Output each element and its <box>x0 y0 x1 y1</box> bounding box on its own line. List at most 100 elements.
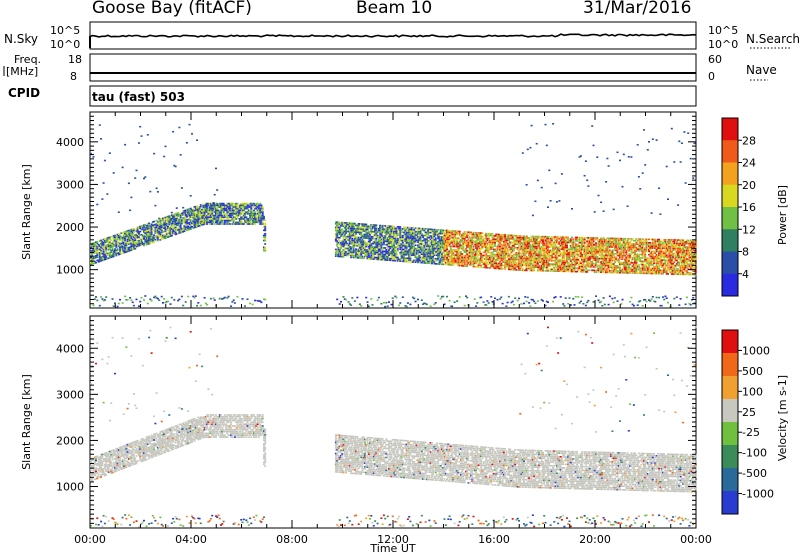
data-cell <box>485 241 488 243</box>
data-cell <box>501 256 504 258</box>
data-cell <box>350 242 353 245</box>
data-cell <box>179 154 182 156</box>
data-cell <box>485 263 488 265</box>
data-cell <box>120 244 123 246</box>
data-cell <box>184 219 187 222</box>
data-cell <box>135 237 138 239</box>
data-cell <box>463 265 466 267</box>
data-cell <box>121 240 124 243</box>
data-cell <box>120 237 123 240</box>
data-cell <box>404 257 407 259</box>
data-cell <box>567 248 570 251</box>
data-cell <box>559 241 562 243</box>
data-cell <box>252 219 255 222</box>
data-cell <box>337 236 340 239</box>
data-cell <box>595 295 597 297</box>
data-cell <box>361 245 364 248</box>
data-cell <box>576 238 579 241</box>
data-cell <box>367 246 370 248</box>
data-cell <box>154 227 157 229</box>
data-cell <box>343 240 346 243</box>
data-cell <box>581 245 584 247</box>
freq-label: Freq. <box>14 53 42 66</box>
data-cell <box>518 240 520 242</box>
data-cell <box>221 207 224 210</box>
data-cell <box>518 236 520 239</box>
data-cell <box>543 259 546 262</box>
data-cell <box>501 244 504 246</box>
data-cell <box>375 231 378 233</box>
data-cell <box>231 219 234 222</box>
data-cell <box>115 249 118 252</box>
data-cell <box>490 263 493 266</box>
data-cell <box>228 206 231 208</box>
data-cell <box>235 206 238 208</box>
data-cell <box>573 248 576 251</box>
data-cell <box>199 212 202 215</box>
data-cell <box>557 266 560 269</box>
data-cell <box>413 259 416 262</box>
data-cell <box>366 252 369 255</box>
data-cell <box>398 226 401 228</box>
data-cell <box>471 241 474 244</box>
data-cell <box>524 247 527 249</box>
data-cell <box>140 238 143 241</box>
data-cell <box>162 236 164 238</box>
data-cell <box>233 211 236 213</box>
data-cell <box>174 223 177 225</box>
data-cell <box>579 236 582 239</box>
data-cell <box>408 233 411 236</box>
data-cell <box>511 236 514 238</box>
data-cell <box>569 248 572 251</box>
data-cell <box>437 241 440 243</box>
data-cell <box>507 236 510 238</box>
data-cell <box>500 262 503 265</box>
data-cell <box>467 258 470 261</box>
data-cell <box>428 231 431 234</box>
data-cell <box>159 220 162 222</box>
data-cell <box>411 296 414 299</box>
data-cell <box>143 236 145 238</box>
data-cell <box>560 268 563 271</box>
data-cell <box>456 237 459 239</box>
data-cell <box>550 239 553 242</box>
data-cell <box>375 234 378 237</box>
data-cell <box>403 228 406 230</box>
data-cell <box>377 236 380 239</box>
data-cell <box>112 242 115 244</box>
data-cell <box>218 223 221 225</box>
data-cell <box>449 248 452 251</box>
data-cell <box>444 248 447 250</box>
data-cell <box>193 225 196 227</box>
data-cell <box>497 238 500 241</box>
data-cell <box>114 236 116 238</box>
data-cell <box>393 234 395 236</box>
data-cell <box>439 244 442 247</box>
data-cell <box>540 259 543 262</box>
data-cell <box>388 252 390 255</box>
data-cell <box>124 243 127 245</box>
data-cell <box>456 257 459 260</box>
data-cell <box>514 234 517 237</box>
data-cell <box>179 226 182 229</box>
data-cell <box>447 262 450 264</box>
data-cell <box>170 226 173 228</box>
data-cell <box>550 236 553 238</box>
data-cell <box>395 246 398 248</box>
data-cell <box>174 221 177 224</box>
data-cell <box>187 210 190 212</box>
data-cell <box>519 237 522 239</box>
data-cell <box>534 257 537 260</box>
data-cell <box>452 252 455 254</box>
data-cell <box>102 254 105 256</box>
data-cell <box>179 223 182 225</box>
data-cell <box>232 221 235 224</box>
data-cell <box>542 247 544 250</box>
data-cell <box>586 269 589 271</box>
data-cell <box>105 241 108 243</box>
data-cell <box>586 247 589 249</box>
data-cell <box>467 239 470 242</box>
data-cell <box>90 250 92 252</box>
data-cell <box>140 240 143 243</box>
data-cell <box>448 241 451 244</box>
